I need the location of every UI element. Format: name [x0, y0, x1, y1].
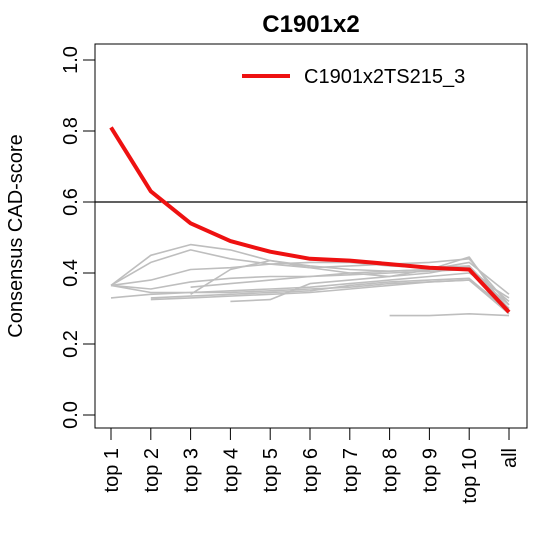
background-series-line	[110, 243, 510, 313]
x-tick-label: top 8	[380, 448, 402, 492]
background-series-line	[150, 277, 510, 313]
background-series-line	[389, 312, 510, 317]
y-tick-label: 0.4	[60, 259, 82, 287]
y-tick-label: 0.6	[60, 188, 82, 216]
x-tick-label: top 5	[260, 448, 282, 492]
legend: C1901x2TS215_3	[242, 66, 465, 88]
background-series-group	[110, 243, 510, 317]
legend-label: C1901x2TS215_3	[304, 66, 465, 88]
plot-frame	[94, 43, 528, 429]
y-axis-label: Consensus CAD-score	[5, 134, 27, 337]
x-tick-label: top 7	[340, 448, 362, 492]
x-tick-label: top 4	[220, 448, 242, 492]
chart-title: C1901x2	[262, 11, 359, 38]
y-tick-label: 0.0	[60, 401, 82, 429]
x-tick-label: all	[499, 448, 521, 468]
x-tick-label: top 10	[459, 448, 481, 504]
y-tick-label: 0.2	[60, 330, 82, 358]
background-series-line	[230, 261, 510, 303]
x-tick-label: top 3	[181, 448, 203, 492]
x-tick-label: top 9	[419, 448, 441, 492]
background-series-line	[150, 279, 510, 315]
x-axis: top 1 top 2 top 3 top 4 top 5 top 6 top 7 top 8…	[101, 427, 521, 504]
y-tick-label: 0.8	[60, 117, 82, 145]
y-tick-label: 1.0	[60, 46, 82, 74]
highlight-series-line	[109, 126, 511, 314]
y-axis: 0.0 0.2 0.4 0.6 0.8 1.0	[60, 46, 96, 429]
x-tick-label: top 1	[101, 448, 123, 492]
x-tick-label: top 6	[300, 448, 322, 492]
x-tick-label: top 2	[141, 448, 163, 492]
